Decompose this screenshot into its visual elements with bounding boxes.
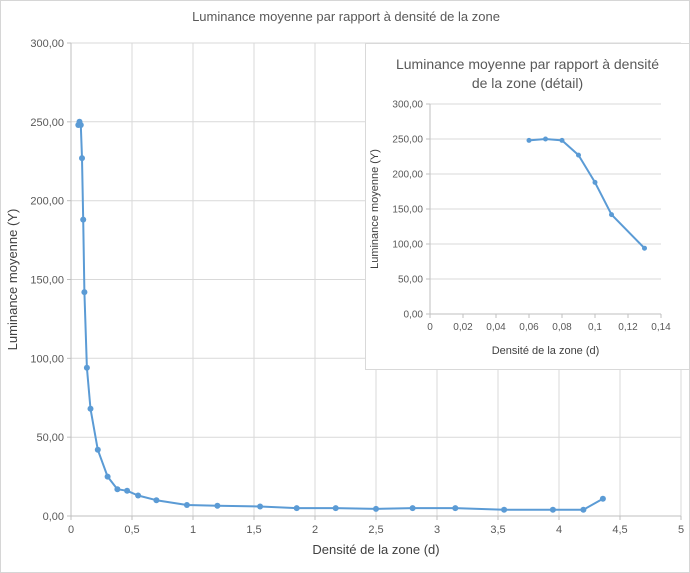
svg-text:Densité de la zone (d): Densité de la zone (d) <box>312 542 439 557</box>
svg-text:0,12: 0,12 <box>618 322 638 333</box>
svg-text:Luminance moyenne (Y): Luminance moyenne (Y) <box>369 149 381 269</box>
svg-text:5: 5 <box>678 524 684 536</box>
svg-text:250,00: 250,00 <box>30 117 64 129</box>
detail-chart-panel: Luminance moyenne par rapport à densité … <box>365 43 689 370</box>
detail-chart-title: Luminance moyenne par rapport à densité … <box>395 56 660 91</box>
svg-text:4: 4 <box>556 524 562 536</box>
svg-text:1,5: 1,5 <box>246 524 261 536</box>
svg-text:200,00: 200,00 <box>392 169 423 180</box>
detail-chart-plot: 0,00 50,00 100,00 150,00 200,00 250,00 300,00 0… <box>369 99 671 357</box>
svg-text:0,02: 0,02 <box>453 322 473 333</box>
svg-text:Densité de la zone (d): Densité de la zone (d) <box>492 345 600 357</box>
svg-text:0,14: 0,14 <box>651 322 671 333</box>
svg-text:3,5: 3,5 <box>490 524 505 536</box>
svg-text:0,00: 0,00 <box>404 309 424 320</box>
svg-text:50,00: 50,00 <box>398 274 423 285</box>
svg-text:0,08: 0,08 <box>552 322 572 333</box>
main-chart-title: Luminance moyenne par rapport à densité … <box>192 9 500 24</box>
svg-text:0,06: 0,06 <box>519 322 539 333</box>
svg-text:1: 1 <box>190 524 196 536</box>
svg-text:150,00: 150,00 <box>30 275 64 287</box>
svg-text:300,00: 300,00 <box>30 38 64 50</box>
svg-text:50,00: 50,00 <box>36 432 64 444</box>
svg-text:0: 0 <box>427 322 433 333</box>
svg-text:4,5: 4,5 <box>612 524 627 536</box>
svg-text:250,00: 250,00 <box>392 134 423 145</box>
svg-text:3: 3 <box>434 524 440 536</box>
svg-text:Luminance moyenne (Y): Luminance moyenne (Y) <box>5 209 20 351</box>
svg-text:0,00: 0,00 <box>43 511 64 523</box>
svg-text:2: 2 <box>312 524 318 536</box>
svg-text:100,00: 100,00 <box>30 353 64 365</box>
svg-text:0,1: 0,1 <box>588 322 602 333</box>
svg-text:200,00: 200,00 <box>30 196 64 208</box>
svg-text:2,5: 2,5 <box>368 524 383 536</box>
svg-text:0: 0 <box>68 524 74 536</box>
svg-text:0,04: 0,04 <box>486 322 506 333</box>
svg-text:150,00: 150,00 <box>392 204 423 215</box>
svg-text:300,00: 300,00 <box>392 99 423 110</box>
svg-text:100,00: 100,00 <box>392 239 423 250</box>
svg-text:0,5: 0,5 <box>124 524 139 536</box>
